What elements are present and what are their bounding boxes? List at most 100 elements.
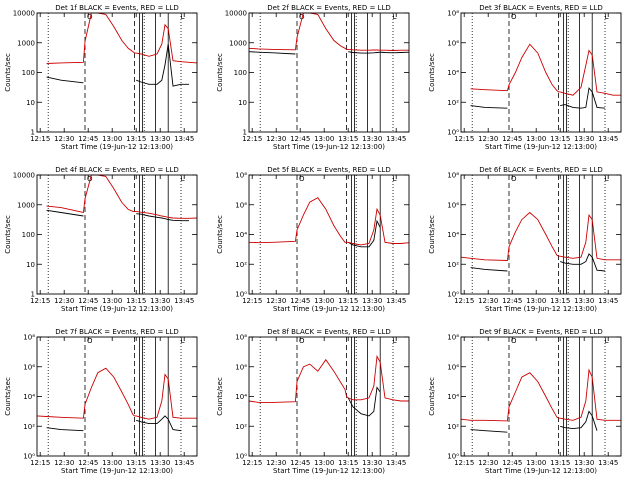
y-axis-label: Counts/sec: [4, 53, 12, 92]
x-axis-label: Start Time (19-Jun-12 12:13:00): [273, 305, 385, 313]
series-events-line: [347, 386, 381, 417]
x-tick-label: 13:15: [126, 459, 146, 467]
plot-frame: [248, 12, 410, 133]
x-tick-label: 12:30: [478, 459, 498, 467]
series-events-line: [136, 44, 189, 87]
x-tick-label: 12:45: [78, 297, 98, 305]
series-events-line: [560, 253, 606, 272]
panel-title: Det 3f BLACK = Events, RED = LLD: [479, 4, 602, 12]
panel-title: Det 8f BLACK = Events, RED = LLD: [267, 328, 390, 336]
x-tick-label: 13:00: [526, 459, 546, 467]
y-tick-label: 10⁴: [235, 231, 247, 239]
x-tick-label: 12:15: [242, 297, 262, 305]
y-tick-label: 10: [26, 99, 35, 107]
marker-label: O: [299, 337, 305, 345]
y-tick-label: 10000: [13, 172, 35, 180]
marker-label: O: [511, 175, 517, 183]
y-tick-label: 10⁰: [447, 453, 459, 461]
panel-title: Det 2f BLACK = Events, RED = LLD: [267, 4, 390, 12]
x-tick-label: 13:45: [174, 297, 194, 305]
panel-title: Det 9f BLACK = Events, RED = LLD: [479, 328, 602, 336]
series-events-line: [560, 410, 598, 431]
y-tick-label: 10⁴: [235, 393, 247, 401]
y-tick-label: 10²: [447, 423, 459, 431]
y-tick-label: 1: [31, 291, 35, 299]
x-tick-label: 12:30: [266, 459, 286, 467]
x-tick-label: 12:30: [478, 135, 498, 143]
y-tick-label: 100: [234, 69, 247, 77]
x-tick-label: 12:15: [30, 297, 50, 305]
y-tick-label: 10²: [447, 99, 459, 107]
x-tick-label: 13:45: [174, 135, 194, 143]
x-tick-label: 12:15: [30, 459, 50, 467]
panel-title: Det 6f BLACK = Events, RED = LLD: [479, 166, 602, 174]
x-tick-label: 12:15: [242, 135, 262, 143]
x-tick-label: 13:15: [338, 135, 358, 143]
plot-frame: [248, 174, 410, 295]
y-tick-label: 10²: [23, 423, 35, 431]
x-tick-label: 12:30: [54, 297, 74, 305]
marker-label: L: [605, 337, 609, 345]
y-tick-label: 10⁰: [235, 453, 247, 461]
y-tick-label: 1000: [17, 39, 35, 47]
y-tick-label: 10⁸: [447, 10, 459, 18]
series-lld-line: [248, 12, 409, 51]
panel-title: Det 5f BLACK = Events, RED = LLD: [267, 166, 390, 174]
x-axis-label: Start Time (19-Jun-12 12:13:00): [273, 143, 385, 151]
x-tick-label: 12:30: [266, 135, 286, 143]
x-tick-label: 13:00: [102, 459, 122, 467]
y-tick-label: 100: [22, 231, 35, 239]
y-tick-label: 100: [22, 69, 35, 77]
series-events-line: [46, 427, 84, 432]
marker-label: L: [393, 13, 397, 21]
x-tick-label: 13:15: [126, 135, 146, 143]
y-tick-label: 1: [31, 129, 35, 137]
y-axis-label: Counts/sec: [216, 377, 224, 416]
x-tick-label: 13:30: [150, 459, 170, 467]
y-axis-label: Counts/sec: [428, 53, 436, 92]
x-tick-label: 13:30: [574, 135, 594, 143]
x-tick-label: 12:15: [30, 135, 50, 143]
y-tick-label: 10⁴: [447, 69, 459, 77]
x-tick-label: 13:15: [126, 297, 146, 305]
y-tick-label: 10: [238, 99, 247, 107]
y-tick-label: 10⁶: [447, 363, 459, 371]
x-tick-label: 13:45: [386, 459, 406, 467]
series-events-line: [470, 105, 508, 109]
panel-title: Det 1f BLACK = Events, RED = LLD: [55, 4, 178, 12]
x-tick-label: 13:30: [362, 135, 382, 143]
marker-label: O: [87, 337, 93, 345]
marker-label: O: [299, 175, 305, 183]
y-tick-label: 10⁸: [23, 334, 35, 342]
x-tick-label: 13:30: [150, 297, 170, 305]
x-tick-label: 12:45: [78, 459, 98, 467]
x-tick-label: 13:00: [102, 135, 122, 143]
x-tick-label: 13:15: [550, 297, 570, 305]
series-events-line: [470, 267, 508, 272]
y-tick-label: 10⁴: [23, 393, 35, 401]
y-tick-label: 10⁰: [447, 129, 459, 137]
y-tick-label: 10⁶: [235, 363, 247, 371]
marker-label: L: [181, 175, 185, 183]
x-tick-label: 13:30: [362, 297, 382, 305]
y-axis-label: Counts/sec: [428, 377, 436, 416]
y-tick-label: 10²: [235, 423, 247, 431]
series-lld-line: [46, 174, 198, 219]
series-events-line: [560, 87, 606, 109]
x-tick-label: 12:15: [454, 459, 474, 467]
x-tick-label: 13:45: [386, 135, 406, 143]
series-lld-line: [248, 354, 409, 403]
y-axis-label: Counts/sec: [216, 215, 224, 254]
x-axis-label: Start Time (19-Jun-12 12:13:00): [485, 143, 597, 151]
y-axis-label: Counts/sec: [4, 215, 12, 254]
y-tick-label: 1: [243, 129, 247, 137]
x-tick-label: 13:30: [362, 459, 382, 467]
x-tick-label: 12:45: [502, 297, 522, 305]
